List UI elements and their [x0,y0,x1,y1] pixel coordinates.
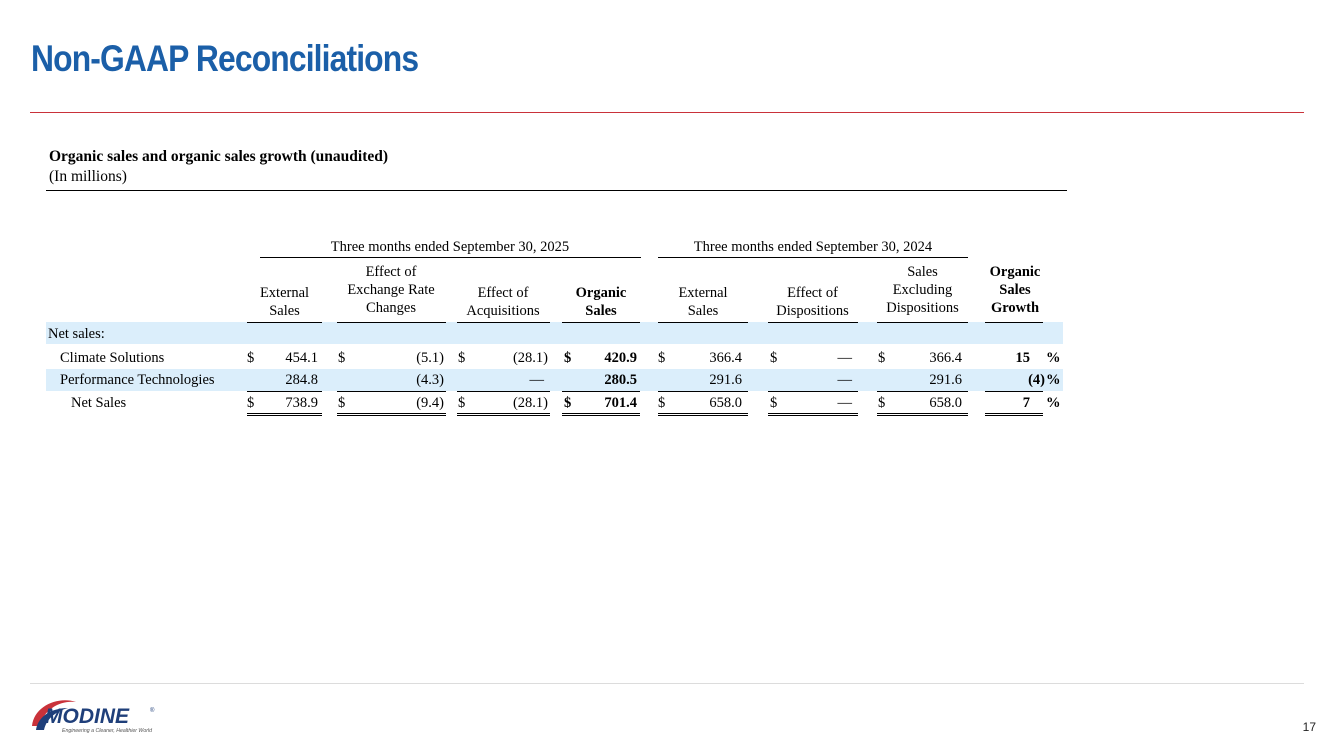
col-underline [985,322,1043,323]
cell-organic-sales: 280.5 [604,372,637,388]
logo-wordmark: MODINE [45,705,130,728]
cell-fx: (5.1) [416,350,444,366]
section-label: Net sales: [48,326,105,342]
section-band [46,322,1063,344]
cell-dispositions: — [837,372,853,388]
cell-organic-sales: 420.9 [604,350,637,366]
cell-external-sales-2025: 738.9 [285,395,318,411]
period-header-2024: Three months ended September 30, 2024 [693,239,933,255]
col-underline [768,322,858,323]
col-underline [247,322,322,323]
subtotal-underline [247,391,322,392]
page-title: Non-GAAP Reconciliations [31,38,419,79]
subtotal-underline [658,391,748,392]
col-underline [877,322,968,323]
heading-divider [46,190,1067,191]
currency-symbol: $ [247,395,255,411]
col-underline [337,322,446,323]
col-header-acquisitions: Effect of Acquisitions [466,285,540,319]
period-underline-2024 [658,257,968,258]
cell-organic-sales: 701.4 [604,395,637,411]
cell-organic-growth: (4) [1028,372,1045,388]
row-label: Net Sales [71,395,127,411]
logo-tagline: Engineering a Cleaner, Healthier World [62,728,153,734]
currency-symbol: $ [247,350,255,366]
period-header-2025: Three months ended September 30, 2025 [330,239,570,255]
cell-external-sales-2024: 291.6 [709,372,742,388]
col-underline [457,322,550,323]
total-double-underline [877,413,968,416]
currency-symbol: $ [770,395,778,411]
cell-fx: (4.3) [416,372,444,388]
percent-sign: % [1046,395,1061,411]
cell-fx: (9.4) [416,395,444,411]
subtotal-underline [337,391,446,392]
total-double-underline [985,413,1043,416]
currency-symbol: $ [564,395,572,411]
total-double-underline [337,413,446,416]
cell-organic-growth: 7 [1022,395,1030,411]
table-title: Organic sales and organic sales growth (… [49,148,389,165]
page-number: 17 [1302,720,1316,734]
title-divider [30,112,1304,113]
currency-symbol: $ [878,350,886,366]
cell-acquisitions: — [529,372,545,388]
logo-swoosh-icon [32,700,76,726]
currency-symbol: $ [458,350,466,366]
cell-external-sales-2024: 658.0 [709,395,742,411]
cell-sales-excluding: 291.6 [929,372,962,388]
cell-external-sales-2024: 366.4 [709,350,742,366]
cell-dispositions: — [837,395,853,411]
currency-symbol: $ [458,395,466,411]
cell-organic-growth: 15 [1015,350,1031,366]
currency-symbol: $ [564,350,572,366]
subtotal-underline [768,391,858,392]
col-header-sales-excluding: Sales Excluding Dispositions [886,264,959,316]
period-underline-2025 [260,257,641,258]
col-header-organic-growth: Organic Sales Growth [989,264,1041,316]
currency-symbol: $ [878,395,886,411]
currency-symbol: $ [658,395,666,411]
table-subtitle: (In millions) [49,168,127,185]
cell-dispositions: — [837,350,853,366]
cell-sales-excluding: 366.4 [929,350,962,366]
logo-registered-mark: ® [150,707,155,714]
modine-logo: MODINE ® Engineering a Cleaner, Healthie… [32,700,155,734]
total-double-underline [562,413,640,416]
currency-symbol: $ [338,350,346,366]
currency-symbol: $ [658,350,666,366]
cell-acquisitions: (28.1) [512,395,548,411]
col-header-external-sales-2025: External Sales [259,285,310,319]
row-band [46,369,1063,391]
subtotal-underline [562,391,640,392]
table-heading: Organic sales and organic sales growth (… [49,147,388,187]
col-header-fx: Effect of Exchange Rate Changes [347,264,435,316]
total-double-underline [457,413,550,416]
row-label: Performance Technologies [60,372,215,388]
col-underline [562,322,640,323]
cell-sales-excluding: 658.0 [929,395,962,411]
col-header-external-sales-2024: External Sales [678,285,728,319]
total-double-underline [768,413,858,416]
subtotal-underline [877,391,968,392]
col-underline [658,322,748,323]
total-double-underline [658,413,748,416]
percent-sign: % [1046,350,1061,366]
subtotal-underline [985,391,1043,392]
currency-symbol: $ [338,395,346,411]
total-double-underline [247,413,322,416]
currency-symbol: $ [770,350,778,366]
percent-sign: % [1046,372,1061,388]
cell-external-sales-2025: 454.1 [285,350,318,366]
subtotal-underline [457,391,550,392]
col-header-organic-sales: Organic Sales [575,285,627,319]
footer-divider [30,683,1304,684]
row-label: Climate Solutions [60,350,165,366]
col-header-dispositions: Effect of Dispositions [776,285,849,319]
cell-external-sales-2025: 284.8 [285,372,318,388]
cell-acquisitions: (28.1) [512,350,548,366]
